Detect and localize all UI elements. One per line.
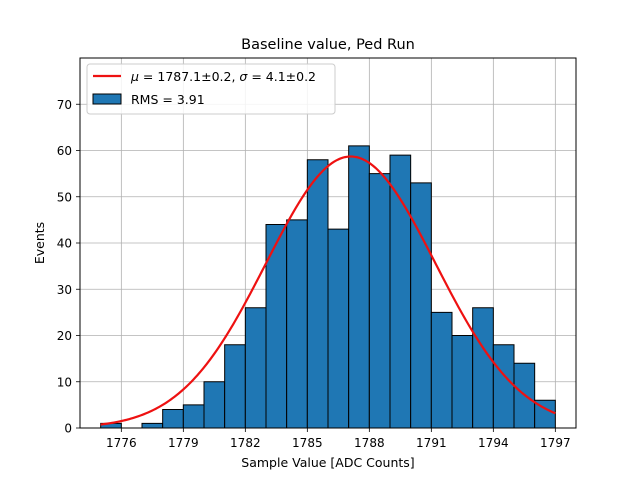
y-tick-label: 70 xyxy=(57,98,72,112)
legend-box xyxy=(86,63,336,115)
histogram-bar xyxy=(451,335,474,429)
histogram-bar xyxy=(348,145,370,429)
x-axis-ticks: 1776 1779 1782 1785 1788 1791 1794 1797 xyxy=(106,428,571,450)
y-tick-label: 60 xyxy=(57,144,72,158)
x-tick-label: 1785 xyxy=(292,436,323,450)
legend: μ = 1787.1±0.2, σ = 4.1±0.2 RMS = 3.91 xyxy=(86,63,336,115)
x-tick-label: 1779 xyxy=(168,436,199,450)
histogram-bar xyxy=(182,404,205,429)
histogram-bar xyxy=(472,307,494,429)
y-tick-label: 20 xyxy=(57,329,72,343)
y-tick-label: 0 xyxy=(64,422,72,436)
y-tick-label: 40 xyxy=(57,237,72,251)
gaussian-fit-curve xyxy=(100,155,556,426)
x-tick-label: 1794 xyxy=(478,436,509,450)
legend-mu-symbol: μ xyxy=(130,69,139,84)
y-tick-label: 30 xyxy=(57,283,72,297)
legend-fit-suffix: = 4.1±0.2 xyxy=(247,69,316,84)
x-tick-label: 1776 xyxy=(106,436,137,450)
legend-hist-swatch xyxy=(92,93,122,105)
histogram-bar xyxy=(368,173,391,429)
x-tick-label: 1788 xyxy=(354,436,385,450)
histogram-bar xyxy=(141,422,164,429)
chart-title: Baseline value, Ped Run xyxy=(241,37,415,53)
y-tick-label: 50 xyxy=(57,190,72,204)
histogram-bar xyxy=(327,228,350,429)
legend-hist-label: RMS = 3.91 xyxy=(131,92,205,107)
histogram-bar xyxy=(430,311,453,429)
legend-sigma-symbol: σ xyxy=(239,69,248,84)
histogram-bar xyxy=(224,344,246,429)
x-tick-label: 1797 xyxy=(540,436,571,450)
histogram-bar xyxy=(410,182,432,429)
histogram-bars xyxy=(100,145,556,429)
y-axis-ticks: 0 10 20 30 40 50 60 70 xyxy=(57,98,80,436)
legend-fit-mid: = 1787.1±0.2, xyxy=(139,69,239,84)
histogram-bar xyxy=(203,381,226,429)
x-tick-label: 1782 xyxy=(230,436,261,450)
histogram-bar xyxy=(162,409,184,429)
histogram-bar xyxy=(286,219,308,429)
histogram-bar xyxy=(492,344,515,429)
x-axis-label: Sample Value [ADC Counts] xyxy=(241,455,414,470)
y-tick-label: 10 xyxy=(57,375,72,389)
x-tick-label: 1791 xyxy=(416,436,447,450)
histogram-bar xyxy=(389,154,412,429)
y-axis-label: Events xyxy=(32,222,47,264)
histogram-bar xyxy=(244,307,267,429)
histogram-bar xyxy=(306,159,329,429)
legend-fit-label: μ = 1787.1±0.2, σ = 4.1±0.2 xyxy=(130,69,316,84)
